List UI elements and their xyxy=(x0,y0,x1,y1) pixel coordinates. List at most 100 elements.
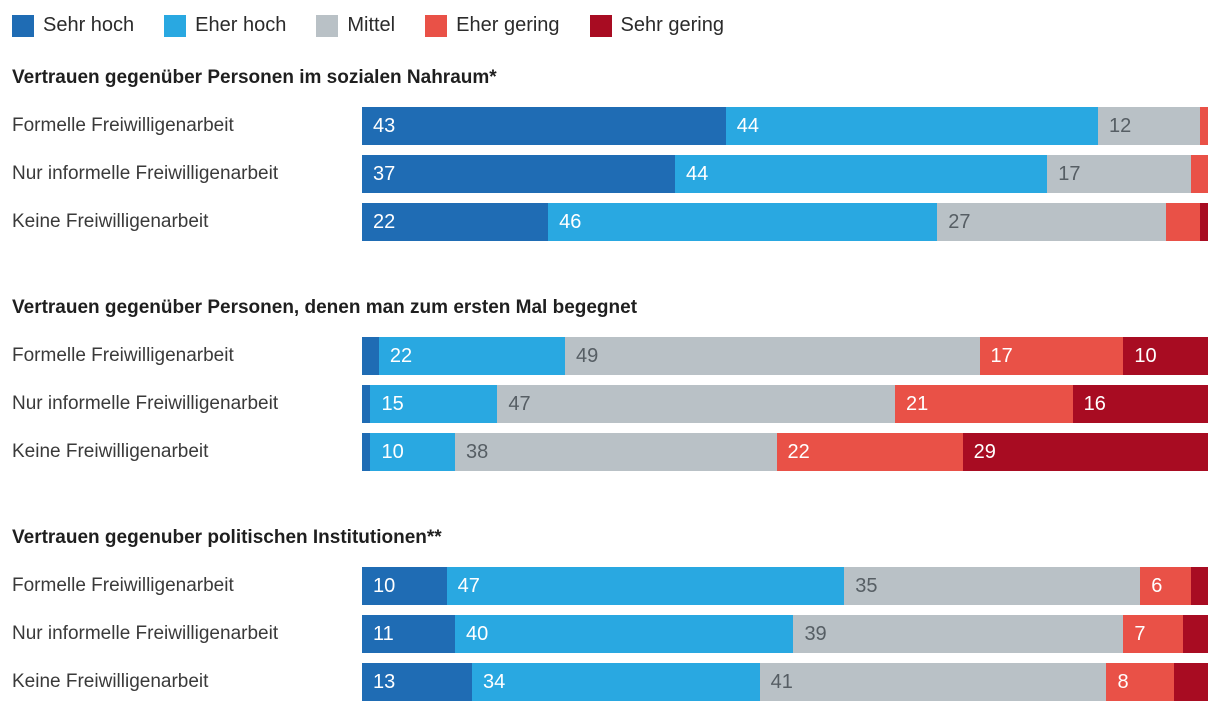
row-label: Nur informelle Freiwilligenarbeit xyxy=(12,393,279,414)
stacked-bar: 37 44 17 xyxy=(362,155,1208,193)
bar-row: Keine Freiwilligenarbeit 13 34 41 8 xyxy=(12,663,1208,701)
stacked-bar: 13 34 41 8 xyxy=(362,663,1208,701)
legend-item-1: Eher hoch xyxy=(164,14,286,37)
bar-segment-sehr-hoch: 10 xyxy=(362,567,447,605)
bar-row: Nur informelle Freiwilligenarbeit 15 47 21 1… xyxy=(12,385,1208,423)
value-label: 49 xyxy=(576,344,599,367)
value-label: 40 xyxy=(466,622,489,645)
section-title: Vertrauen gegenüber Personen im sozialen… xyxy=(12,67,497,88)
bar-segment-mittel: 38 xyxy=(455,433,777,471)
value-label: 47 xyxy=(508,392,531,415)
value-label: 6 xyxy=(1151,574,1163,597)
stacked-bar: 22 46 27 xyxy=(362,203,1208,241)
legend-label: Eher gering xyxy=(456,14,560,36)
bar-segment-eher-hoch: 40 xyxy=(455,615,794,653)
bar-segment-eher-gering: 8 xyxy=(1106,663,1175,701)
legend: Sehr hoch Eher hoch Mittel Eher gering Sehr … xyxy=(12,14,1208,37)
legend-swatch xyxy=(316,14,339,37)
bar-row: Formelle Freiwilligenarbeit 22 49 17 10 xyxy=(12,337,1208,375)
legend-swatch xyxy=(589,14,612,37)
bar-segment-eher-gering: 6 xyxy=(1140,567,1192,605)
legend-label: Sehr hoch xyxy=(43,14,135,36)
value-label: 22 xyxy=(373,210,396,233)
stacked-bar: 43 44 12 xyxy=(362,107,1208,145)
row-label: Formelle Freiwilligenarbeit xyxy=(12,575,234,596)
value-label: 37 xyxy=(373,162,396,185)
bar-row: Nur informelle Freiwilligenarbeit 37 44 17 xyxy=(12,155,1208,193)
bar-segment-eher-hoch: 15 xyxy=(370,385,498,423)
legend-swatch xyxy=(425,14,448,37)
bar-segment-eher-gering xyxy=(1199,107,1208,145)
bar-segment-sehr-hoch: 13 xyxy=(362,663,472,701)
section-title: Vertrauen gegenuber politischen Institut… xyxy=(12,527,442,548)
bar-segment-sehr-gering xyxy=(1191,567,1208,605)
legend-label: Eher hoch xyxy=(195,14,287,36)
value-label: 44 xyxy=(686,162,709,185)
bar-segment-sehr-gering xyxy=(1199,203,1208,241)
chart-section-2: Vertrauen gegenuber politischen Institut… xyxy=(12,527,1208,701)
bar-segment-sehr-hoch xyxy=(362,337,379,375)
bar-segment-sehr-gering xyxy=(1174,663,1208,701)
bar-segment-eher-hoch: 44 xyxy=(725,107,1098,145)
bar-segment-eher-hoch: 34 xyxy=(471,663,760,701)
chart-section-0: Vertrauen gegenüber Personen im sozialen… xyxy=(12,67,1208,241)
bar-segment-sehr-gering xyxy=(1182,615,1208,653)
bar-segment-eher-gering xyxy=(1191,155,1208,193)
bar-segment-mittel: 12 xyxy=(1098,107,1200,145)
bar-segment-eher-gering xyxy=(1165,203,1200,241)
value-label: 17 xyxy=(990,344,1013,367)
value-label: 38 xyxy=(466,440,489,463)
bar-segment-sehr-hoch: 11 xyxy=(362,615,456,653)
legend-swatch xyxy=(12,14,34,37)
value-label: 11 xyxy=(373,622,394,645)
section-title: Vertrauen gegenüber Personen, denen man … xyxy=(12,297,638,318)
value-label: 44 xyxy=(736,114,760,137)
value-label: 12 xyxy=(1109,114,1132,137)
row-label: Keine Freiwilligenarbeit xyxy=(12,441,209,462)
bar-segment-mittel: 35 xyxy=(844,567,1141,605)
value-label: 22 xyxy=(787,440,810,463)
value-label: 17 xyxy=(1058,162,1081,185)
value-label: 13 xyxy=(373,670,396,693)
bar-segment-eher-gering: 17 xyxy=(979,337,1124,375)
value-label: 47 xyxy=(457,574,480,597)
value-label: 22 xyxy=(389,344,413,367)
bar-row: Keine Freiwilligenarbeit 22 46 27 xyxy=(12,203,1208,241)
stacked-bar: 11 40 39 7 xyxy=(362,615,1208,653)
bar-segment-mittel: 49 xyxy=(565,337,980,375)
legend-item-2: Mittel xyxy=(316,14,395,37)
value-label: 7 xyxy=(1134,622,1146,645)
bar-segment-mittel: 41 xyxy=(759,663,1107,701)
bar-segment-sehr-hoch xyxy=(362,433,371,471)
legend-item-4: Sehr gering xyxy=(589,14,724,37)
legend-item-3: Eher gering xyxy=(425,14,560,37)
bar-segment-eher-hoch: 22 xyxy=(378,337,566,375)
bar-segment-sehr-hoch: 22 xyxy=(362,203,549,241)
row-label: Formelle Freiwilligenarbeit xyxy=(12,115,234,136)
legend-label: Sehr gering xyxy=(620,14,724,36)
stacked-bar: 10 38 22 29 xyxy=(362,433,1208,471)
bar-segment-sehr-gering: 29 xyxy=(962,433,1208,471)
row-label: Keine Freiwilligenarbeit xyxy=(12,211,209,232)
bar-segment-eher-gering: 7 xyxy=(1123,615,1183,653)
bar-segment-mittel: 17 xyxy=(1047,155,1192,193)
bar-row: Nur informelle Freiwilligenarbeit 11 40 39 7 xyxy=(12,615,1208,653)
bar-segment-mittel: 47 xyxy=(497,385,895,423)
row-label: Formelle Freiwilligenarbeit xyxy=(12,345,234,366)
chart-section-1: Vertrauen gegenüber Personen, denen man … xyxy=(12,297,1208,471)
bar-segment-eher-hoch: 46 xyxy=(548,203,938,241)
value-label: 8 xyxy=(1117,670,1129,693)
bar-segment-mittel: 39 xyxy=(793,615,1124,653)
value-label: 15 xyxy=(381,392,404,415)
value-label: 34 xyxy=(482,670,506,693)
bar-segment-eher-hoch: 47 xyxy=(446,567,845,605)
legend-swatch xyxy=(164,14,187,37)
row-label: Nur informelle Freiwilligenarbeit xyxy=(12,623,279,644)
value-label: 27 xyxy=(948,210,971,233)
bar-row: Keine Freiwilligenarbeit 10 38 22 29 xyxy=(12,433,1208,471)
stacked-bar: 10 47 35 6 xyxy=(362,567,1208,605)
bar-segment-sehr-hoch xyxy=(362,385,371,423)
value-label: 10 xyxy=(1134,344,1157,367)
bar-row: Formelle Freiwilligenarbeit 10 47 35 6 xyxy=(12,567,1208,605)
